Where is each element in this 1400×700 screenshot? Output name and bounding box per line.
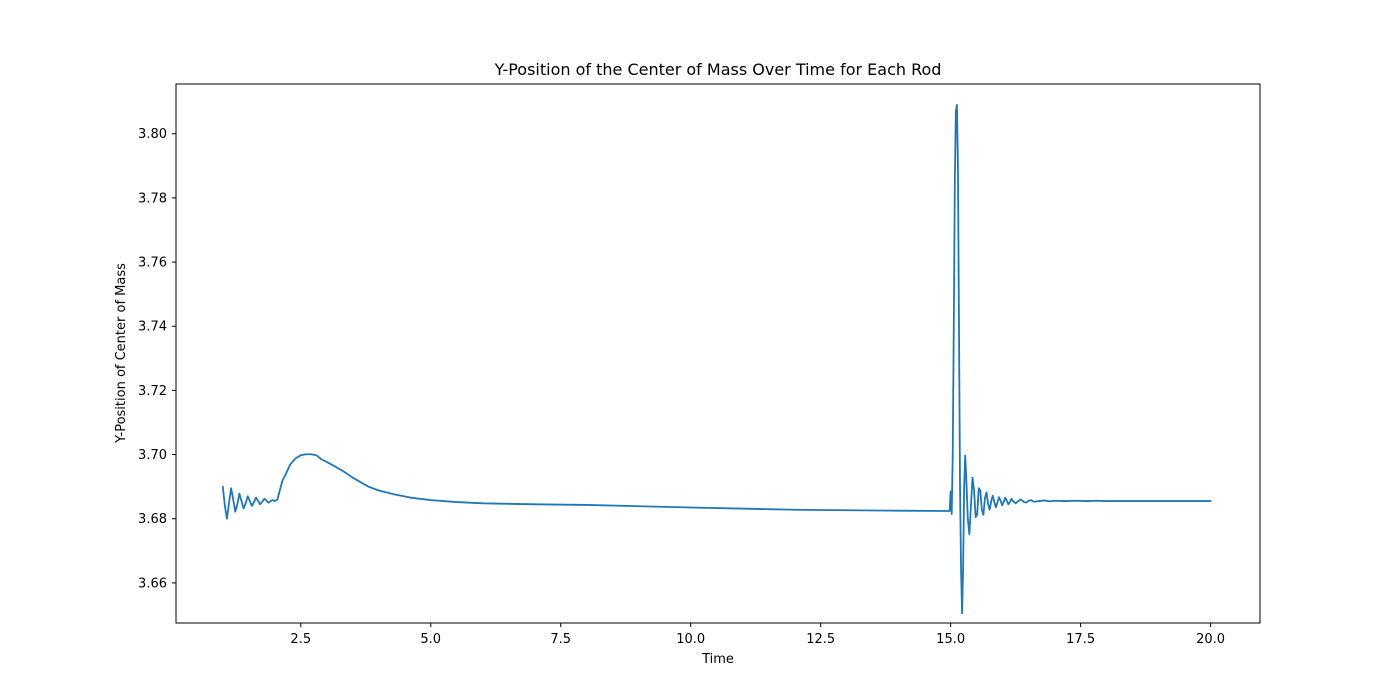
series-line <box>221 103 1212 615</box>
x-tick-label: 15.0 <box>936 632 965 647</box>
y-tick-label: 3.80 <box>138 127 167 142</box>
y-tick-label: 3.66 <box>138 576 167 591</box>
x-axis: 2.5 5.0 7.5 10.0 12.5 15.0 17.5 20.0 <box>290 623 1225 647</box>
y-tick-label: 3.76 <box>138 256 167 271</box>
axes-frame <box>175 83 1261 624</box>
y-axis: 3.66 3.68 3.70 3.72 3.74 3.76 3.78 3.80 <box>138 127 176 591</box>
x-tick-label: 5.0 <box>420 632 441 647</box>
x-tick-label: 7.5 <box>550 632 571 647</box>
x-tick-label: 20.0 <box>1196 632 1225 647</box>
x-axis-label: Time <box>701 652 734 667</box>
y-tick-label: 3.68 <box>138 512 167 527</box>
chart-title: Y-Position of the Center of Mass Over Ti… <box>494 60 942 79</box>
x-tick-label: 2.5 <box>290 632 311 647</box>
y-axis-label: Y-Position of Center of Mass <box>114 263 129 444</box>
y-tick-label: 3.70 <box>138 448 167 463</box>
y-tick-label: 3.78 <box>138 191 167 206</box>
x-tick-label: 12.5 <box>806 632 835 647</box>
plot-area <box>221 103 1212 615</box>
x-tick-label: 17.5 <box>1066 632 1095 647</box>
x-tick-label: 10.0 <box>676 632 705 647</box>
y-tick-label: 3.74 <box>138 320 167 335</box>
y-tick-label: 3.72 <box>138 384 167 399</box>
